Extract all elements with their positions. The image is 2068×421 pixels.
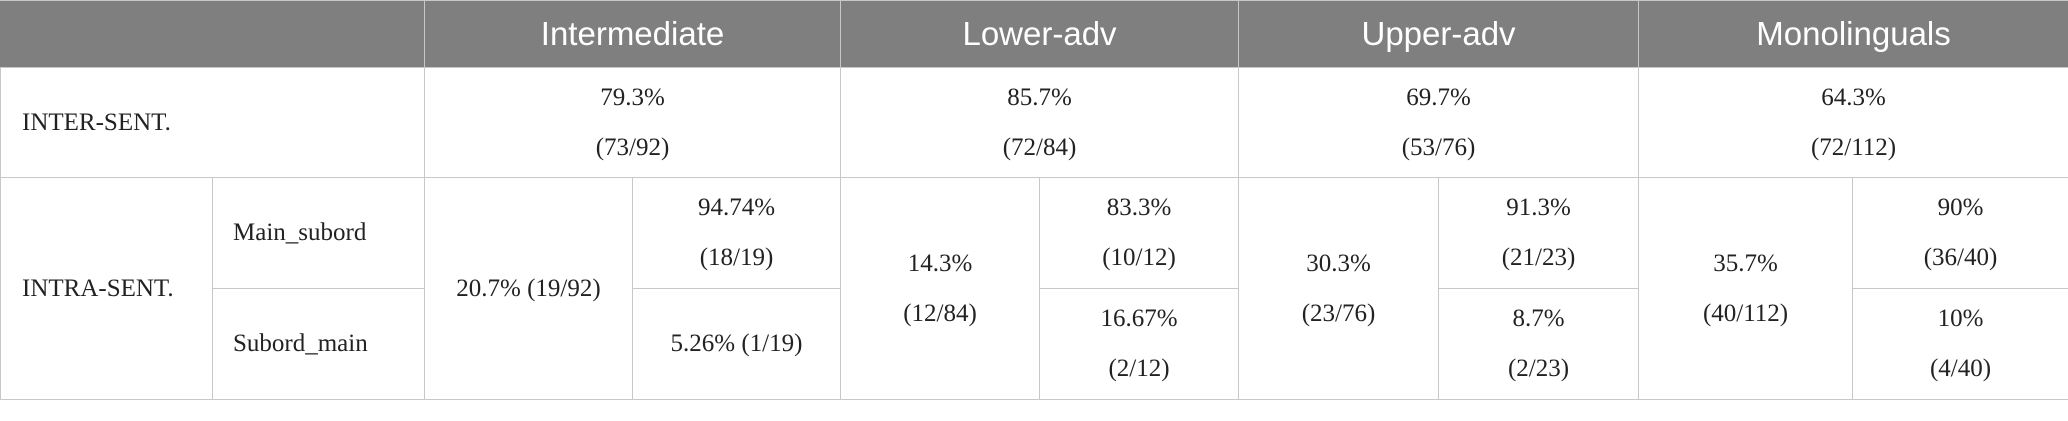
lower-adv-subord-main-pct: 16.67% xyxy=(1100,305,1178,332)
lower-adv-total-frac: (12/84) xyxy=(903,299,977,327)
upper-adv-total-frac: (23/76) xyxy=(1301,299,1376,327)
monolinguals-subord-main-pct: 10% xyxy=(1937,305,1984,332)
inter-monolinguals-frac: (72/112) xyxy=(1810,133,1897,161)
header-intermediate: Intermediate xyxy=(424,0,841,68)
upper-adv-main-subord-frac: (21/23) xyxy=(1501,244,1576,271)
intermediate-main-subord-frac: (18/19) xyxy=(699,244,774,271)
monolinguals-total-pct: 35.7% xyxy=(1713,249,1778,277)
inter-monolinguals-pct: 64.3% xyxy=(1821,83,1886,111)
header-lower-adv: Lower-adv xyxy=(839,0,1240,68)
inter-upper-adv-frac: (53/76) xyxy=(1401,133,1476,161)
intra-lower-adv-total: 14.3% (12/84) xyxy=(840,177,1040,400)
intra-lower-adv-subord-main: 16.67% (2/12) xyxy=(1038,288,1240,400)
inter-intermediate-pct: 79.3% xyxy=(600,83,665,111)
intra-intermediate-subord-main: 5.26% (1/19) xyxy=(632,288,841,400)
header-blank-cell xyxy=(0,0,425,68)
header-upper-adv: Upper-adv xyxy=(1238,0,1640,68)
inter-sent-label: INTER-SENT. xyxy=(0,67,425,178)
intra-upper-adv-total: 30.3% (23/76) xyxy=(1238,177,1440,400)
intermediate-main-subord-pct: 94.74% xyxy=(697,194,776,221)
inter-intermediate-cell: 79.3% (73/92) xyxy=(424,67,841,178)
intra-intermediate-main-subord: 94.74% (18/19) xyxy=(632,177,841,289)
inter-intermediate-frac: (73/92) xyxy=(595,133,670,161)
results-table: Intermediate Lower-adv Upper-adv Monolin… xyxy=(0,0,2068,400)
main-subord-label: Main_subord xyxy=(212,177,425,289)
header-row: Intermediate Lower-adv Upper-adv Monolin… xyxy=(0,0,2068,68)
lower-adv-subord-main-frac: (2/12) xyxy=(1108,355,1170,382)
upper-adv-subord-main-pct: 8.7% xyxy=(1512,305,1565,332)
intra-sent-label: INTRA-SENT. xyxy=(0,177,213,400)
intra-intermediate-total: 20.7% (19/92) xyxy=(424,177,633,400)
inter-lower-adv-cell: 85.7% (72/84) xyxy=(839,67,1240,178)
inter-sent-row: INTER-SENT. 79.3% (73/92) 85.7% (72/84) … xyxy=(0,67,2068,178)
inter-upper-adv-pct: 69.7% xyxy=(1406,83,1471,111)
monolinguals-main-subord-frac: (36/40) xyxy=(1923,244,1998,271)
intra-main-subord-row: INTRA-SENT. Main_subord 20.7% (19/92) 94… xyxy=(0,177,2068,400)
inter-lower-adv-frac: (72/84) xyxy=(1002,133,1077,161)
upper-adv-main-subord-pct: 91.3% xyxy=(1506,194,1571,221)
monolinguals-subord-main-frac: (4/40) xyxy=(1929,355,1992,382)
monolinguals-main-subord-pct: 90% xyxy=(1937,194,1984,221)
subord-main-label: Subord_main xyxy=(212,288,425,400)
inter-upper-adv-cell: 69.7% (53/76) xyxy=(1238,67,1640,178)
upper-adv-total-pct: 30.3% xyxy=(1306,249,1371,277)
intra-lower-adv-main-subord: 83.3% (10/12) xyxy=(1038,177,1240,289)
intra-upper-adv-subord-main: 8.7% (2/23) xyxy=(1438,288,1640,400)
intra-monolinguals-total: 35.7% (40/112) xyxy=(1638,177,1854,400)
upper-adv-subord-main-frac: (2/23) xyxy=(1507,355,1570,382)
monolinguals-total-frac: (40/112) xyxy=(1702,299,1789,327)
lower-adv-total-pct: 14.3% xyxy=(907,249,973,277)
inter-monolinguals-cell: 64.3% (72/112) xyxy=(1638,67,2068,178)
header-monolinguals: Monolinguals xyxy=(1638,0,2068,68)
intra-monolinguals-main-subord: 90% (36/40) xyxy=(1852,177,2068,289)
intra-monolinguals-subord-main: 10% (4/40) xyxy=(1852,288,2068,400)
intra-subord-main-row: Subord_main 5.26% (1/19) 16.67% (2/12) 8… xyxy=(1,288,2068,400)
intra-upper-adv-main-subord: 91.3% (21/23) xyxy=(1438,177,1640,289)
inter-lower-adv-pct: 85.7% xyxy=(1007,83,1072,111)
lower-adv-main-subord-frac: (10/12) xyxy=(1102,244,1176,271)
lower-adv-main-subord-pct: 83.3% xyxy=(1106,194,1172,221)
